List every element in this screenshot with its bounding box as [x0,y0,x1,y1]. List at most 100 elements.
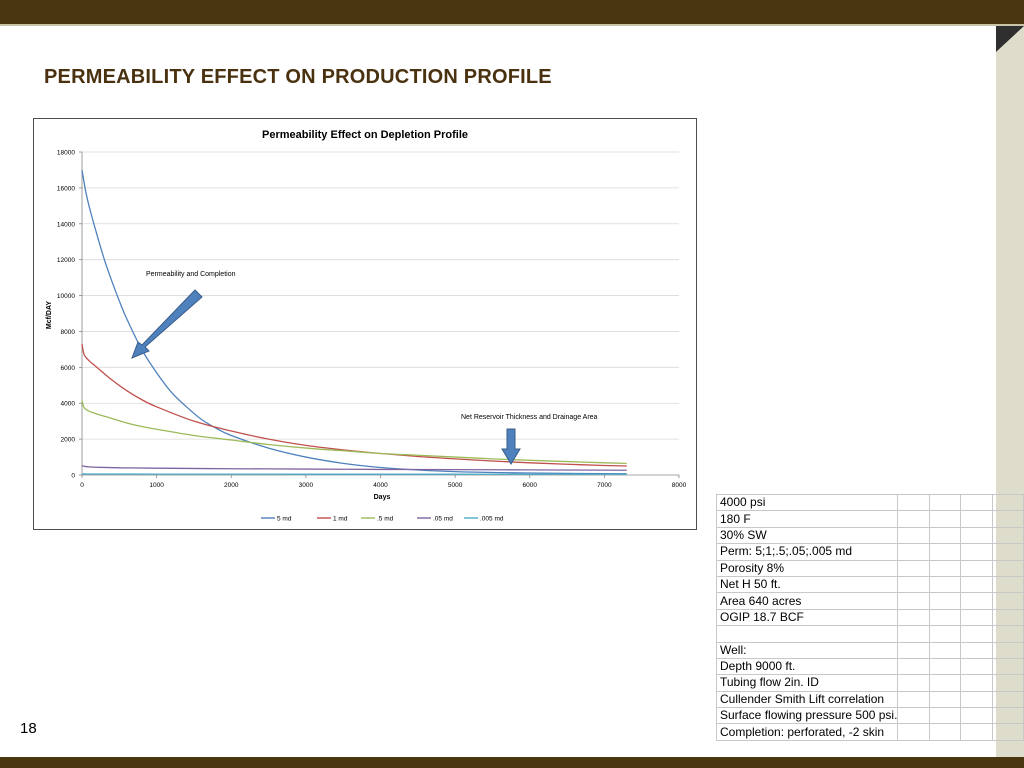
table-cell-empty [897,657,930,676]
table-cell-empty [960,592,993,610]
table-row: Depth 9000 ft. [715,657,1024,676]
table-cell-empty [991,559,1024,577]
table-cell-empty [960,575,993,594]
y-tick-label: 12000 [57,257,75,264]
table-row: Net H 50 ft. [715,575,1024,594]
table-row: Cullender Smith Lift correlation [715,690,1024,709]
table-cell-empty [928,608,962,627]
table-cell-label: OGIP 18.7 BCF [715,608,899,627]
series-line-1-md [81,343,627,467]
table-cell-empty [991,510,1024,528]
table-cell-empty [897,526,930,545]
table-cell-empty [897,608,930,627]
series-line-5-md [81,169,627,475]
x-tick-label: 0 [80,482,84,489]
y-tick-label: 8000 [61,329,76,336]
parameters-table: 4000 psi 180 F 30% SW Perm: 5;1;.5;.05;.005… [715,493,1024,741]
y-tick-label: 4000 [61,401,76,408]
table-cell-empty [928,674,962,692]
table-cell-empty [928,625,962,643]
series-line-5-md [81,400,627,464]
table-cell-empty [897,625,930,643]
x-tick-label: 3000 [299,482,314,489]
table-cell-empty [897,641,930,659]
table-cell-empty [960,723,993,741]
x-tick-label: 2000 [224,482,239,489]
table-cell-label: 180 F [715,510,899,528]
annotation-permeability: Permeability and Completion [131,271,236,359]
table-row [715,625,1024,643]
legend-label: .5 md [377,515,394,522]
table-row: Perm: 5;1;.5;.05;.005 md [715,543,1024,561]
annotation-permeability-text: Permeability and Completion [146,271,236,278]
table-cell-empty [928,723,962,741]
table-cell-empty [960,625,993,643]
table-cell-empty [928,543,962,561]
table-cell-empty [928,657,962,676]
table-cell-empty [960,526,993,545]
table-cell-empty [991,543,1024,561]
table-cell-label: Porosity 8% [715,559,899,577]
chart-axes: 0200040006000800010000120001400016000180… [57,150,687,490]
slide-title: PERMEABILITY EFFECT ON PRODUCTION PROFIL… [44,66,552,88]
table-cell-empty [991,608,1024,627]
table-cell-empty [960,674,993,692]
table-cell-empty [928,690,962,709]
table-cell-empty [928,510,962,528]
y-axis-label: Mcf/DAY [46,301,53,329]
chart-series [81,169,627,475]
table-cell-empty [928,641,962,659]
table-row: 4000 psi [715,493,1024,512]
table-row: Area 640 acres [715,592,1024,610]
table-cell-empty [928,575,962,594]
table-cell-empty [897,723,930,741]
table-cell-label: Area 640 acres [715,592,899,610]
table-cell-empty [991,526,1024,545]
table-row: OGIP 18.7 BCF [715,608,1024,627]
y-tick-label: 18000 [57,150,75,157]
x-tick-label: 6000 [523,482,538,489]
y-tick-label: 10000 [57,293,75,300]
table-cell-empty [960,543,993,561]
bottom-banner [0,757,1024,768]
table-cell-label: Depth 9000 ft. [715,657,899,676]
table-cell-empty [991,657,1024,676]
legend-label: 1 md [333,515,348,522]
table-cell-empty [928,493,962,512]
table-cell-empty [960,657,993,676]
x-tick-label: 4000 [373,482,388,489]
table-cell-label: 4000 psi [715,493,899,512]
table-cell-label: Well: [715,641,899,659]
series-line-05-md [81,465,627,471]
y-tick-label: 16000 [57,185,75,192]
table-cell-empty [897,690,930,709]
table-cell-empty [991,625,1024,643]
table-cell-empty [960,493,993,512]
table-cell-empty [960,510,993,528]
table-cell-empty [928,559,962,577]
top-banner-divider [0,24,1024,26]
table-cell-empty [897,559,930,577]
legend-label: 5 md [277,515,292,522]
table-cell-empty [897,592,930,610]
table-row: Well: [715,641,1024,659]
depletion-profile-chart: Permeability Effect on Depletion Profile… [46,129,687,522]
y-tick-label: 0 [71,473,75,480]
y-tick-label: 2000 [61,437,76,444]
annotation-reservoir-text: Net Reservoir Thickness and Drainage Are… [461,414,598,421]
table-row: Porosity 8% [715,559,1024,577]
table-cell-empty [991,723,1024,741]
table-cell-label: Tubing flow 2in. ID [715,674,899,692]
table-cell-empty [991,707,1024,725]
legend-label: .05 md [433,515,453,522]
y-tick-label: 14000 [57,221,75,228]
table-row: 180 F [715,510,1024,528]
table-cell-empty [991,575,1024,594]
top-banner [0,0,1024,24]
table-cell-empty [897,575,930,594]
x-tick-label: 1000 [149,482,164,489]
chart-title: Permeability Effect on Depletion Profile [262,129,468,141]
table-cell-label: Perm: 5;1;.5;.05;.005 md [715,543,899,561]
table-cell-label: Surface flowing pressure 500 psi. [715,707,899,725]
table-cell-empty [991,690,1024,709]
